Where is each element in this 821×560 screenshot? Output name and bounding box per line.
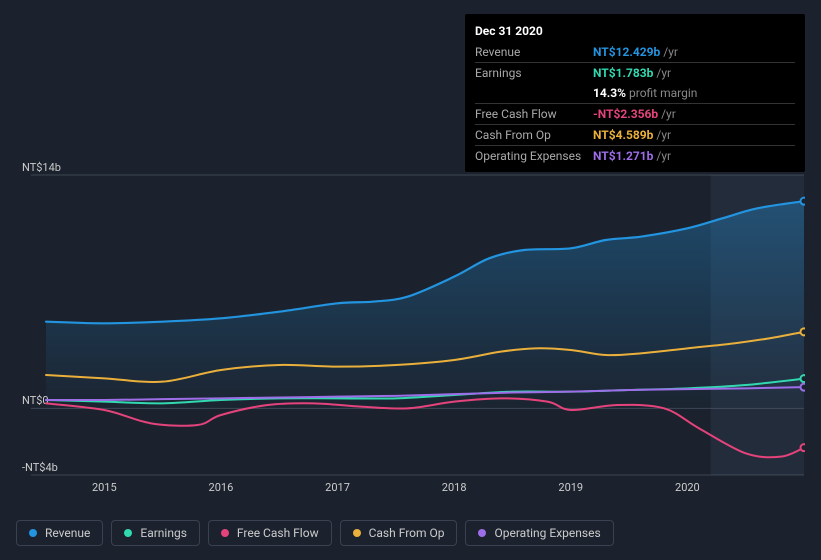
legend-label: Cash From Op (369, 526, 445, 540)
hover-tooltip: Dec 31 2020 RevenueNT$12.429b /yrEarning… (465, 14, 805, 172)
tooltip-sub-row: 14.3% profit margin (475, 83, 795, 104)
tooltip-date: Dec 31 2020 (475, 20, 795, 42)
svg-text:2016: 2016 (209, 481, 234, 494)
legend-item-revenue[interactable]: Revenue (16, 520, 103, 546)
tooltip-row: Cash From OpNT$4.589b /yr (475, 125, 795, 146)
legend-label: Free Cash Flow (237, 526, 319, 540)
legend-label: Earnings (140, 526, 187, 540)
tooltip-row: Free Cash Flow-NT$2.356b /yr (475, 104, 795, 125)
tooltip-metric-label: Free Cash Flow (475, 104, 593, 125)
legend-item-earnings[interactable]: Earnings (111, 520, 200, 546)
tooltip-metric-label: Earnings (475, 63, 593, 84)
svg-text:2017: 2017 (325, 481, 350, 494)
svg-text:2019: 2019 (558, 481, 583, 494)
legend-swatch (29, 529, 37, 537)
svg-text:2018: 2018 (442, 481, 467, 494)
svg-text:2015: 2015 (92, 481, 117, 494)
tooltip-table: RevenueNT$12.429b /yrEarningsNT$1.783b /… (475, 42, 795, 166)
legend-swatch (124, 529, 132, 537)
legend-item-free-cash-flow[interactable]: Free Cash Flow (208, 520, 332, 546)
legend-item-operating-expenses[interactable]: Operating Expenses (465, 520, 613, 546)
legend-swatch (478, 529, 486, 537)
legend-swatch (353, 529, 361, 537)
legend-label: Revenue (45, 526, 90, 540)
tooltip-metric-value: NT$1.783b /yr (593, 63, 795, 84)
tooltip-metric-value: NT$12.429b /yr (593, 42, 795, 63)
legend-item-cash-from-op[interactable]: Cash From Op (340, 520, 458, 546)
tooltip-metric-value: -NT$2.356b /yr (593, 104, 795, 125)
chart-legend: Revenue Earnings Free Cash Flow Cash From O… (16, 520, 614, 546)
tooltip-metric-value: NT$4.589b /yr (593, 125, 795, 146)
financials-chart: 2015 2016 2017 2018 2019 2020 (16, 155, 805, 495)
svg-text:2020: 2020 (675, 481, 700, 494)
tooltip-metric-label: Revenue (475, 42, 593, 63)
tooltip-metric-label: Cash From Op (475, 125, 593, 146)
legend-label: Operating Expenses (494, 526, 600, 540)
legend-swatch (221, 529, 229, 537)
tooltip-row: EarningsNT$1.783b /yr (475, 63, 795, 84)
tooltip-row: RevenueNT$12.429b /yr (475, 42, 795, 63)
